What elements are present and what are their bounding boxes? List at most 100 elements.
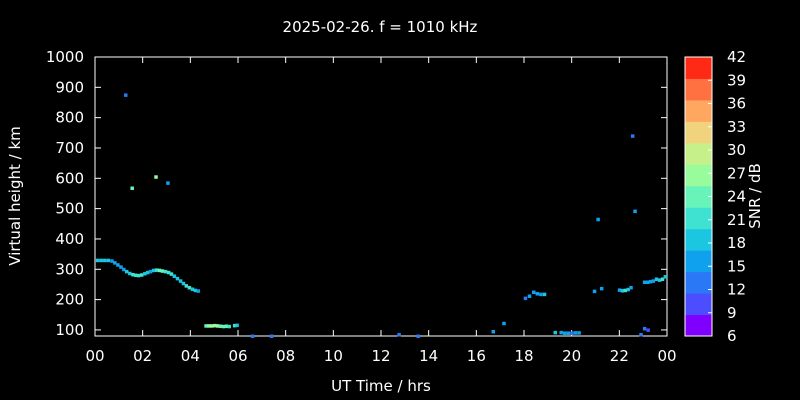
data-point — [599, 286, 604, 291]
colorbar-swatch — [685, 99, 712, 122]
x-tick-label: 02 — [133, 347, 152, 365]
data-point — [154, 268, 159, 272]
data-point — [218, 324, 223, 328]
x-tick-label: 12 — [371, 347, 390, 365]
colorbar-swatch — [685, 121, 712, 144]
y-tick-label: 400 — [55, 230, 84, 248]
colorbar-tick-label: 15 — [727, 257, 746, 275]
x-axis-label: UT Time / hrs — [331, 377, 431, 395]
data-point — [181, 281, 186, 286]
data-point — [143, 272, 147, 276]
data-point — [651, 279, 656, 283]
data-point — [250, 334, 255, 338]
colorbar-tick-label: 18 — [727, 234, 746, 252]
x-tick-label: 10 — [324, 347, 343, 365]
colorbar-tick-label: 9 — [727, 304, 737, 322]
x-tick-label: 22 — [610, 347, 629, 365]
data-point — [527, 294, 532, 298]
x-tick-label: 00 — [657, 347, 676, 365]
data-point — [639, 332, 643, 337]
chart-title: 2025-02-26. f = 1010 kHz — [283, 18, 478, 36]
data-point — [166, 181, 170, 185]
colorbar-swatch — [685, 271, 712, 294]
data-point — [136, 273, 141, 278]
data-point — [119, 265, 123, 269]
snr-colorbar: 6 9 12 15 18 21 24 27 30 33 36 39 42 — [684, 48, 746, 345]
x-tick-label: 04 — [181, 347, 200, 365]
data-point — [645, 280, 650, 285]
data-point — [660, 277, 665, 281]
x-tick-label: 00 — [85, 347, 104, 365]
data-point — [169, 272, 174, 276]
data-point — [172, 274, 177, 278]
data-point — [175, 276, 180, 281]
colorbar-swatch — [685, 185, 712, 208]
data-point — [196, 289, 200, 293]
x-tick-label: 18 — [514, 347, 533, 365]
data-point — [193, 288, 198, 293]
colorbar-label: SNR / dB — [746, 163, 764, 229]
data-point — [269, 334, 274, 338]
colorbar-tick-label: 42 — [727, 48, 746, 66]
data-point — [559, 330, 563, 335]
colorbar-swatch — [685, 293, 712, 316]
colorbar-swatch — [685, 78, 712, 101]
data-point — [573, 331, 578, 335]
data-point — [657, 278, 662, 282]
data-point — [629, 285, 633, 290]
data-point — [542, 292, 547, 297]
data-point — [210, 324, 214, 328]
data-point — [166, 270, 171, 275]
data-point — [116, 263, 120, 267]
data-point — [532, 290, 536, 295]
data-point — [139, 273, 144, 277]
colorbar-tick-label: 30 — [727, 141, 746, 159]
data-point — [626, 287, 630, 292]
data-point — [648, 279, 653, 284]
data-point — [663, 275, 668, 279]
data-point — [416, 334, 420, 338]
data-point — [563, 331, 567, 335]
data-point — [148, 269, 153, 274]
data-point — [235, 323, 239, 328]
y-tick-label: 300 — [55, 260, 84, 278]
data-point — [187, 285, 192, 290]
data-point — [642, 326, 647, 331]
data-point — [630, 134, 635, 138]
data-point — [570, 331, 574, 335]
colorbar-swatch — [685, 142, 712, 165]
y-tick-label: 100 — [55, 321, 84, 339]
y-axis-label: Virtual height / km — [6, 126, 24, 265]
colorbar-swatch — [685, 164, 712, 187]
colorbar-swatch — [685, 250, 712, 273]
data-point — [103, 258, 107, 263]
x-axis: 00 02 04 06 08 10 12 14 16 18 20 22 00 — [85, 57, 677, 365]
colorbar-tick-label: 39 — [727, 71, 746, 89]
data-point — [553, 330, 557, 335]
colorbar-tick-label: 27 — [727, 164, 746, 182]
colorbar-swatch — [685, 57, 712, 79]
data-point — [113, 261, 117, 265]
data-point — [577, 331, 581, 335]
data-point — [221, 324, 226, 329]
data-point — [523, 296, 528, 301]
data-points — [95, 93, 668, 338]
y-tick-label: 900 — [55, 78, 84, 96]
data-point — [592, 289, 597, 294]
data-point — [204, 324, 208, 328]
y-axis: 100 200 300 400 500 600 700 800 900 1000 — [46, 48, 667, 339]
colorbar-swatch — [685, 314, 712, 337]
data-point — [157, 268, 162, 273]
colorbar-tick-label: 36 — [727, 95, 746, 113]
data-point — [128, 271, 132, 276]
data-point — [227, 324, 231, 329]
y-tick-label: 200 — [55, 291, 84, 309]
data-point — [224, 324, 229, 328]
data-point — [654, 277, 659, 281]
x-tick-label: 08 — [276, 347, 295, 365]
colorbar-tick-label: 12 — [727, 281, 746, 299]
y-tick-label: 800 — [55, 109, 84, 127]
data-point — [596, 217, 600, 222]
data-point — [184, 284, 189, 288]
